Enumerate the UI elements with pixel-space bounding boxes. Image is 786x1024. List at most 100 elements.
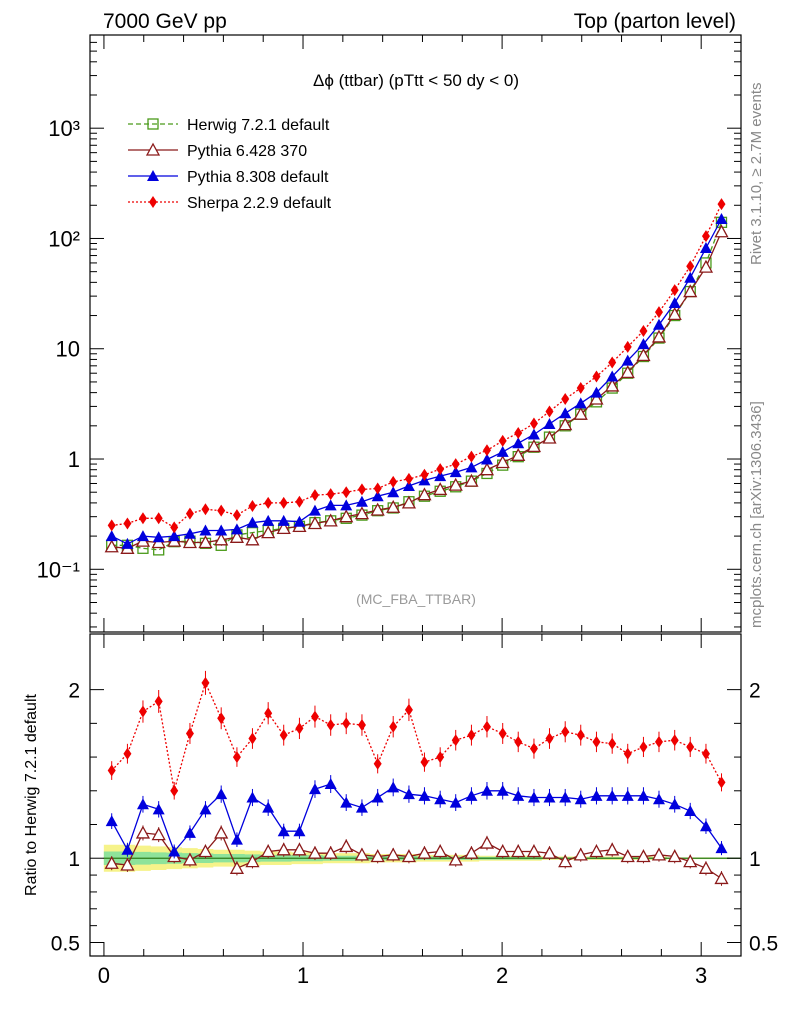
ratio-point [512, 789, 525, 801]
ratio-point [606, 789, 619, 801]
data-point [449, 466, 462, 478]
data-point [527, 428, 540, 440]
data-point [654, 306, 663, 319]
x-axis-ticks: 0 1 2 3 [98, 35, 707, 988]
data-point [232, 509, 241, 522]
data-point [514, 427, 523, 440]
data-point [620, 365, 635, 379]
ratio-point [670, 734, 679, 747]
ratio-tick-label: 2 [68, 680, 80, 703]
legend-marker [145, 142, 161, 156]
ratio-point [230, 833, 243, 845]
data-point [701, 230, 710, 243]
ratio-point [168, 845, 181, 857]
series-line [111, 218, 723, 545]
ratio-point [326, 719, 335, 732]
data-point [279, 496, 288, 509]
ratio-point [608, 737, 617, 750]
data-point [136, 530, 149, 542]
data-point [201, 503, 210, 516]
data-point [404, 472, 413, 485]
ratio-point [717, 776, 726, 789]
ratio-point [120, 857, 135, 871]
ratio-tick-label: 0.5 [51, 933, 80, 956]
ratio-point [277, 825, 290, 837]
data-point [479, 462, 495, 476]
data-point [574, 397, 587, 409]
ratio-point [639, 740, 648, 753]
x-tick-label: 0 [98, 963, 110, 988]
ratio-point [683, 854, 698, 868]
data-point [138, 512, 147, 525]
data-point [621, 354, 634, 366]
data-point [123, 517, 132, 530]
data-point [357, 483, 366, 496]
ratio-point [701, 747, 710, 760]
ratio-point [295, 722, 304, 735]
series-0 [106, 216, 728, 556]
ratio-point [436, 751, 445, 764]
ratio-point [714, 871, 729, 885]
ratio-point [402, 788, 415, 800]
ratio-point [357, 719, 366, 732]
mcplots-label: mcplots.cern.ch [arXiv:1306.3436] [748, 401, 765, 628]
ratio-point [465, 789, 478, 801]
legend-label: Pythia 6.428 370 [187, 143, 307, 160]
ratio-series-0 [104, 825, 729, 886]
data-point [480, 453, 493, 465]
data-point [526, 439, 542, 453]
ratio-point [373, 757, 382, 770]
ratio-point [527, 791, 540, 803]
ratio-point [308, 783, 321, 795]
data-point [559, 407, 572, 419]
ratio-point [668, 798, 681, 810]
data-point [698, 259, 714, 273]
ratio-point [339, 839, 354, 853]
ratio-panel-frame [89, 633, 742, 957]
data-point [590, 386, 603, 398]
data-point [121, 537, 134, 549]
data-point [606, 370, 619, 382]
data-point [420, 468, 429, 481]
ratio-point [467, 729, 476, 742]
data-point [217, 504, 226, 517]
data-point [699, 241, 712, 253]
main-panel-frame [89, 34, 742, 633]
data-point [495, 455, 510, 469]
ratio-line [111, 831, 722, 880]
data-point [170, 521, 179, 534]
data-point [448, 477, 463, 491]
ratio-point [151, 827, 166, 841]
data-point [154, 512, 163, 525]
data-point [152, 531, 165, 543]
series-3 [107, 198, 726, 534]
header-right: Top (parton level) [574, 10, 736, 33]
data-point [636, 348, 651, 362]
ratio-point [107, 764, 116, 777]
data-point [199, 524, 212, 536]
data-point [293, 515, 306, 527]
ratio-point [389, 720, 398, 733]
data-point [308, 504, 321, 516]
data-point [339, 509, 354, 523]
data-point [651, 329, 667, 343]
y-tick-label: 10 [56, 337, 80, 362]
data-point [185, 507, 194, 520]
ratio-point [104, 855, 119, 869]
data-point [323, 513, 338, 527]
ratio-line [111, 681, 723, 791]
data-point [387, 486, 400, 498]
data-point [215, 524, 228, 536]
data-point [542, 430, 557, 444]
ratio-point [592, 735, 601, 748]
main-series-layer [104, 198, 729, 556]
data-point [214, 532, 229, 546]
ratio-point [620, 849, 635, 863]
ratio-point [545, 732, 554, 745]
ratio-point [637, 789, 650, 801]
y-tick-label: 10² [48, 226, 80, 251]
x-tick-label: 2 [496, 963, 508, 988]
ratio-point [121, 843, 134, 855]
data-point [183, 527, 196, 539]
ratio-point [199, 803, 212, 815]
